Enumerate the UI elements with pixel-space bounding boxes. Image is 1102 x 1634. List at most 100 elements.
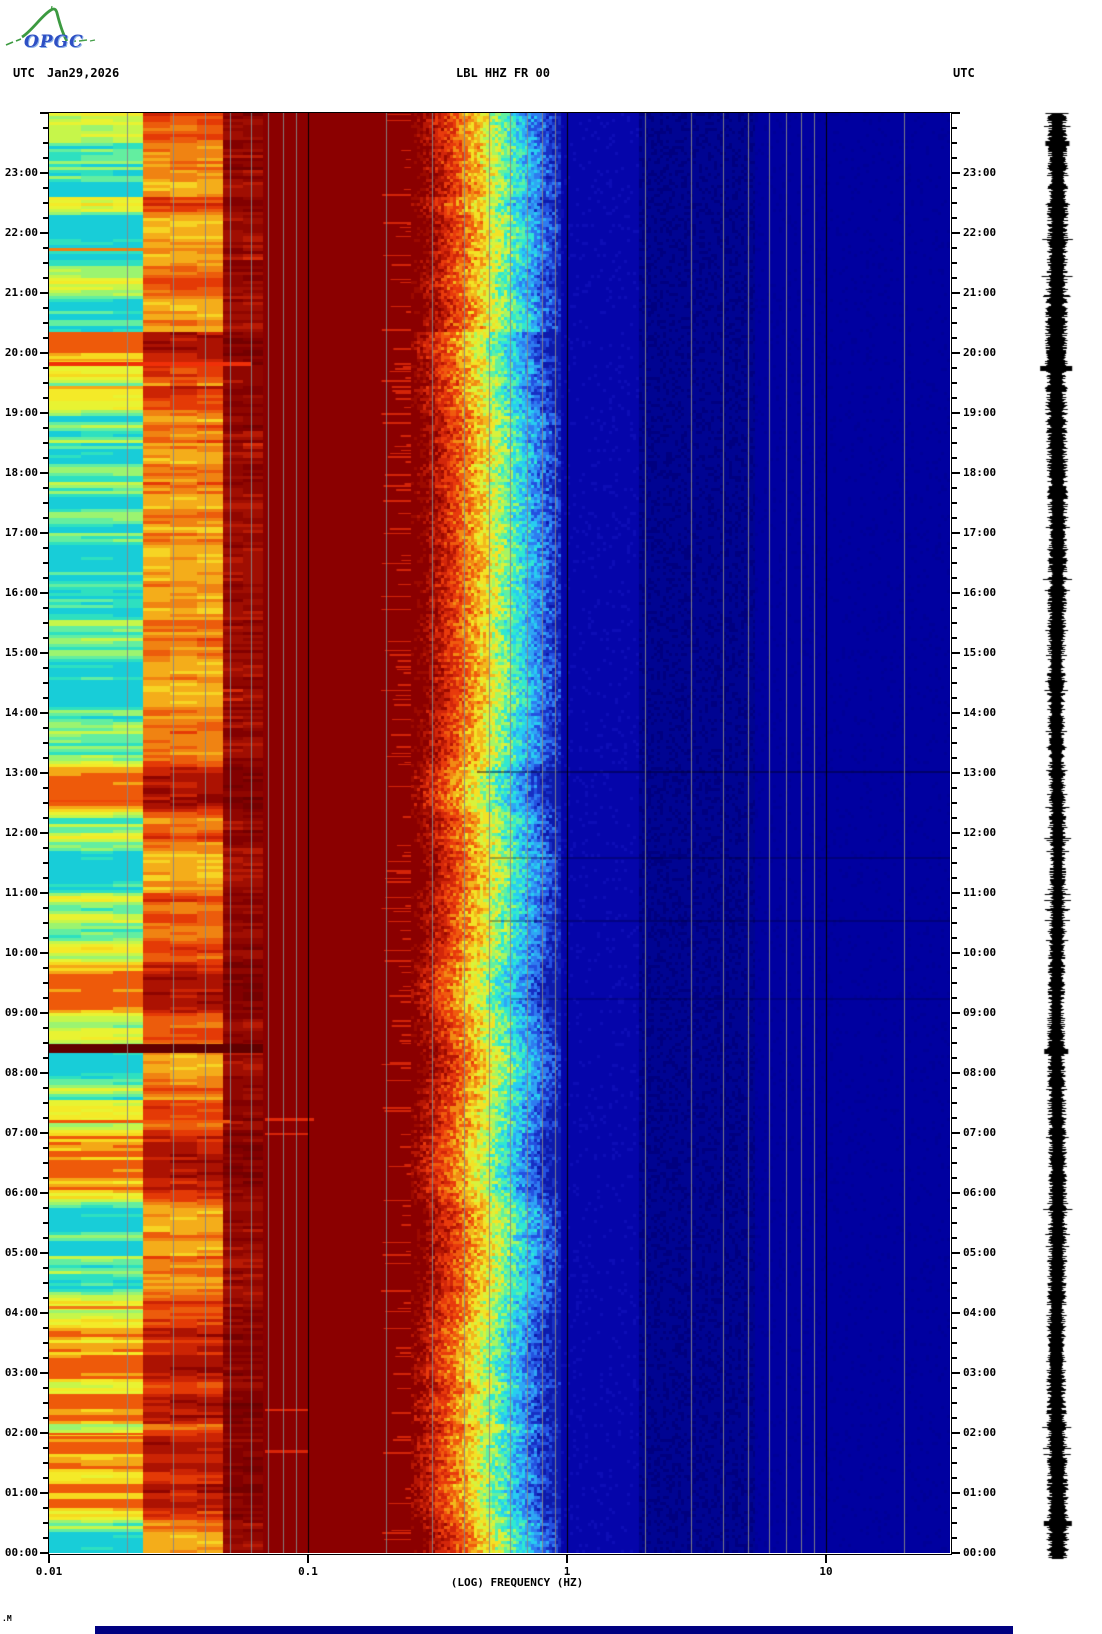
time-tick-left [43, 502, 49, 504]
time-tick-right [951, 277, 957, 279]
time-tick-right [951, 757, 957, 759]
time-tick-right [951, 1072, 960, 1074]
time-tick-left [43, 1087, 49, 1089]
time-tick-left [43, 262, 49, 264]
time-tick-right [951, 1357, 957, 1359]
spectrogram-frame [48, 112, 952, 1555]
time-tick-right [951, 1057, 957, 1059]
time-tick-right [951, 1177, 957, 1179]
time-tick-left [40, 1432, 49, 1434]
time-label-right: 15:00 [963, 646, 997, 659]
time-tick-left [43, 442, 49, 444]
date-label: Jan29,2026 [47, 66, 120, 80]
time-tick-right [951, 1222, 957, 1224]
time-label-left: 05:00 [4, 1246, 38, 1259]
time-tick-right [951, 337, 957, 339]
time-tick-left [40, 352, 49, 354]
time-tick-right [951, 712, 960, 714]
time-tick-left [43, 997, 49, 999]
time-label-left: 14:00 [4, 706, 38, 719]
time-tick-right [951, 1477, 957, 1479]
time-tick-right [951, 1297, 957, 1299]
time-tick-right [951, 382, 957, 384]
time-tick-right [951, 1192, 960, 1194]
time-tick-right [951, 1402, 957, 1404]
time-tick-right [951, 1447, 957, 1449]
time-tick-left [43, 1327, 49, 1329]
time-tick-right [951, 667, 957, 669]
time-label-right: 14:00 [963, 706, 997, 719]
freq-tick-label: 10 [819, 1565, 833, 1578]
time-tick-right [951, 547, 957, 549]
time-tick-right [951, 112, 960, 114]
time-tick-right [951, 442, 957, 444]
time-tick-right [951, 217, 957, 219]
time-tick-right [951, 1027, 957, 1029]
time-tick-right [951, 1312, 960, 1314]
time-label-right: 04:00 [963, 1306, 997, 1319]
time-tick-left [43, 547, 49, 549]
time-tick-left [43, 1117, 49, 1119]
time-tick-right [951, 1492, 960, 1494]
time-tick-right [951, 697, 957, 699]
time-tick-left [43, 742, 49, 744]
time-label-left: 19:00 [4, 406, 38, 419]
time-tick-left [40, 292, 49, 294]
time-tick-right [951, 1102, 957, 1104]
time-label-left: 01:00 [4, 1486, 38, 1499]
time-tick-right [951, 397, 957, 399]
time-label-right: 17:00 [963, 526, 997, 539]
time-tick-left [43, 1162, 49, 1164]
time-label-left: 08:00 [4, 1066, 38, 1079]
time-tick-left [40, 652, 49, 654]
time-tick-left [43, 682, 49, 684]
time-tick-right [951, 952, 960, 954]
time-tick-left [40, 1132, 49, 1134]
time-tick-left [43, 1222, 49, 1224]
freq-tick [825, 1554, 827, 1563]
time-tick-right [951, 1087, 957, 1089]
time-tick-right [951, 1267, 957, 1269]
freq-tick-label: 0.01 [35, 1565, 63, 1578]
time-label-left: 10:00 [4, 946, 38, 959]
time-tick-left [40, 472, 49, 474]
time-tick-left [43, 1102, 49, 1104]
time-label-left: 00:00 [4, 1546, 38, 1559]
time-tick-right [951, 127, 957, 129]
time-tick-right [951, 322, 957, 324]
time-tick-left [43, 202, 49, 204]
time-tick-left [43, 487, 49, 489]
time-tick-right [951, 352, 960, 354]
time-tick-right [951, 1387, 957, 1389]
x-axis-title: (LOG) FREQUENCY (HZ) [450, 1576, 584, 1589]
time-tick-left [43, 1147, 49, 1149]
time-tick-right [951, 1342, 957, 1344]
time-tick-right [951, 1132, 960, 1134]
time-label-right: 20:00 [963, 346, 997, 359]
time-tick-left [43, 922, 49, 924]
time-tick-left [43, 1447, 49, 1449]
time-tick-left [43, 1507, 49, 1509]
time-tick-left [43, 517, 49, 519]
time-label-right: 10:00 [963, 946, 997, 959]
time-label-right: 18:00 [963, 466, 997, 479]
time-tick-left [43, 157, 49, 159]
logo-summit-flag [50, 6, 53, 12]
time-label-right: 16:00 [963, 586, 997, 599]
time-tick-right [951, 577, 957, 579]
time-tick-right [951, 502, 957, 504]
time-label-right: 13:00 [963, 766, 997, 779]
utc-label-left: UTC [13, 66, 35, 80]
time-tick-left [43, 1537, 49, 1539]
time-tick-right [951, 1252, 960, 1254]
time-tick-left [43, 1267, 49, 1269]
time-tick-right [951, 172, 960, 174]
time-tick-left [43, 1057, 49, 1059]
time-label-left: 20:00 [4, 346, 38, 359]
spectrogram-canvas [49, 113, 950, 1553]
time-tick-right [951, 1432, 960, 1434]
time-tick-left [43, 817, 49, 819]
freq-tick [307, 1554, 309, 1563]
time-tick-left [43, 1207, 49, 1209]
time-label-right: 09:00 [963, 1006, 997, 1019]
